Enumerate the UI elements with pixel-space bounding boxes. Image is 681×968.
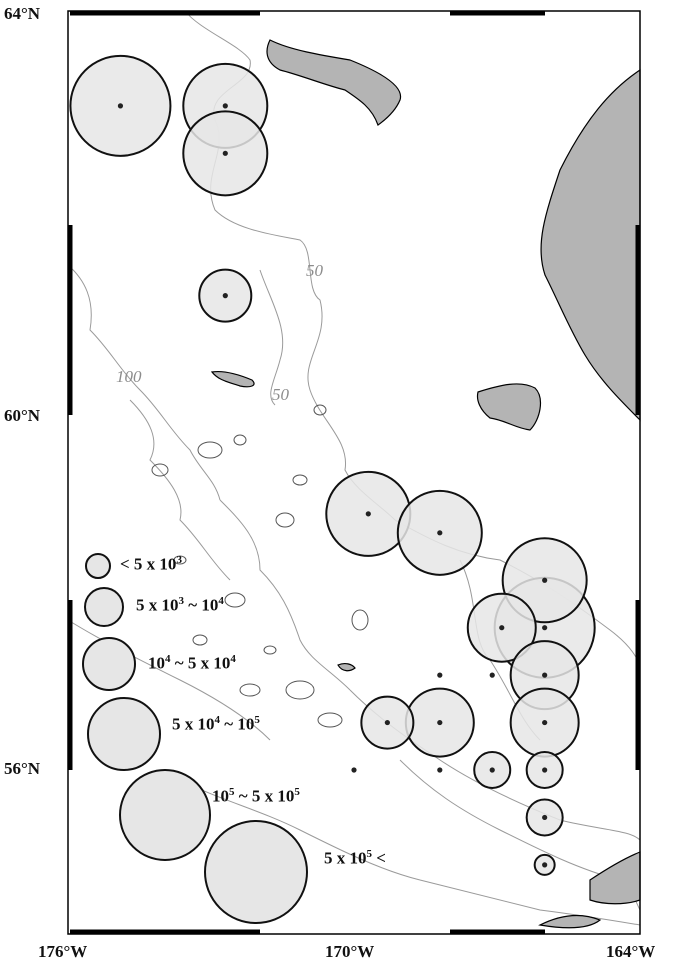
legend-circle-2 (84, 587, 124, 627)
station-dot (117, 103, 124, 109)
alaska-mainland (540, 68, 641, 422)
station-dot (542, 814, 548, 821)
station-dot (437, 672, 443, 678)
legend-symbols (82, 553, 308, 924)
station-dot (489, 672, 495, 678)
station-dot (542, 767, 548, 773)
legend-circle-5 (119, 769, 211, 861)
st-matthew-island (210, 370, 255, 388)
legend-label-2: 5 x 103 ~ 104 (136, 595, 224, 615)
station-dot (222, 103, 228, 109)
station-dot (499, 625, 505, 631)
station-dot (542, 862, 548, 868)
lat-label-56n: 56°N (4, 759, 41, 778)
station-dot (542, 719, 548, 726)
station-dot (437, 530, 443, 536)
legend-circle-6 (204, 820, 308, 924)
contour-label-50-north: 50 (306, 261, 324, 280)
contour-label-100: 100 (116, 367, 142, 386)
bathymetry-features (151, 404, 369, 728)
legend-circle-1 (85, 553, 111, 579)
station-dot (222, 150, 228, 156)
station-dot (437, 767, 443, 773)
station-dot (542, 577, 548, 583)
lon-label-170w: 170°W (325, 942, 375, 961)
lon-label-164w: 164°W (606, 942, 656, 961)
station-dot (542, 672, 548, 678)
legend-label-5: 105 ~ 5 x 105 (212, 786, 300, 806)
frame-ticks (67, 10, 641, 935)
map-frame (67, 10, 641, 935)
station-dot (437, 719, 443, 726)
station-dot (222, 293, 228, 299)
legend-label-4: 5 x 104 ~ 105 (172, 714, 260, 734)
station-dot (384, 719, 390, 726)
stations-layer (69, 54, 596, 876)
station-dot (365, 511, 371, 517)
nunivak-island (476, 383, 542, 431)
legend-circle-3 (82, 637, 136, 691)
pribilof-island (337, 662, 356, 672)
st-lawrence-island (266, 39, 402, 126)
lon-label-176w: 176°W (38, 942, 88, 961)
station-dot (489, 767, 495, 773)
station-dot (542, 625, 548, 631)
legend-circle-4 (87, 697, 161, 771)
legend-label-6: 5 x 105 < (324, 848, 386, 868)
station-dot (351, 767, 357, 773)
lat-label-60n: 60°N (4, 406, 41, 425)
lat-label-64n: 64°N (4, 4, 41, 23)
legend-label-3: 104 ~ 5 x 104 (148, 653, 236, 673)
land-masses (210, 39, 641, 929)
aleutian-islands (538, 914, 602, 929)
contour-label-50-south: 50 (272, 385, 290, 404)
legend-label-1: < 5 x 103 (120, 554, 182, 574)
